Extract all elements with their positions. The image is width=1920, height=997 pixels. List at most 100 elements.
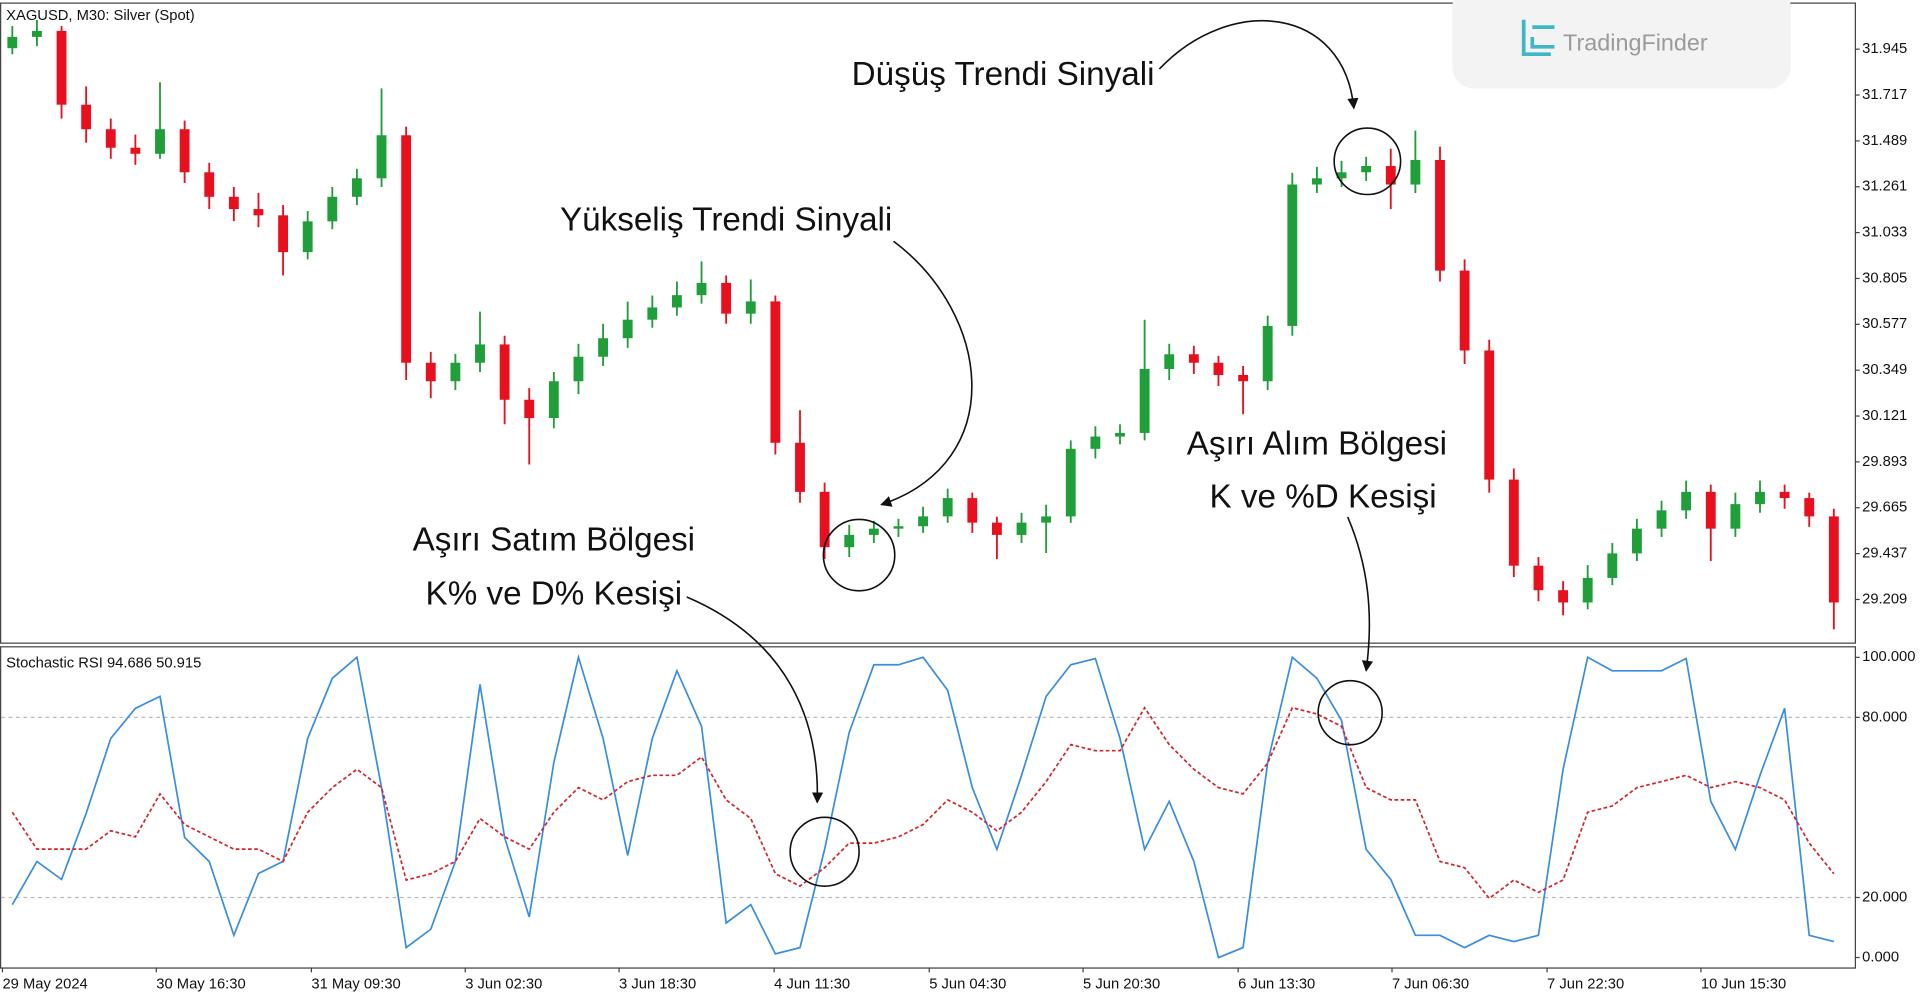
candle-body — [499, 344, 510, 400]
candle-body — [1188, 354, 1199, 363]
x-tick-label: 30 May 16:30 — [156, 977, 245, 993]
candle-body — [696, 282, 707, 296]
candle-body — [548, 381, 559, 419]
y-tick-label: 100.000 — [1862, 649, 1915, 665]
candle-body — [475, 344, 485, 363]
y-tick-label: 30.121 — [1862, 408, 1907, 424]
candle-body — [1828, 516, 1839, 603]
y-tick-label: 31.945 — [1862, 41, 1907, 57]
candle-body — [1164, 354, 1175, 369]
y-tick-label: 29.437 — [1862, 546, 1907, 562]
y-tick-label: 31.489 — [1862, 133, 1907, 149]
y-tick-label: 31.261 — [1862, 179, 1907, 195]
candle-body — [967, 498, 978, 523]
x-tick-label: 29 May 2024 — [2, 977, 87, 993]
watermark: TradingFinder — [1452, 0, 1791, 89]
x-tick-label: 3 Jun 02:30 — [465, 977, 542, 993]
candle-body — [992, 522, 1002, 535]
candle-body — [1558, 590, 1568, 603]
price-panel — [0, 2, 1856, 644]
x-tick-label: 31 May 09:30 — [311, 977, 400, 993]
annotation: K% ve D% Kesişi — [426, 576, 683, 613]
y-tick-label: 29.209 — [1862, 591, 1907, 607]
y-tick-label: 29.665 — [1862, 500, 1907, 516]
x-tick-label: 10 Jun 15:30 — [1701, 977, 1786, 993]
candle-body — [1016, 522, 1027, 535]
candle-body — [401, 135, 412, 363]
candle-body — [573, 356, 584, 382]
candle-body — [105, 129, 116, 148]
candle-body — [56, 30, 67, 105]
x-tick-label: 5 Jun 04:30 — [929, 977, 1006, 993]
candle-body — [1262, 325, 1273, 382]
candle-body — [942, 498, 953, 517]
candle-body — [1804, 498, 1815, 517]
candle-body — [1705, 491, 1716, 529]
panel-title: Stochastic RSI 94.686 50.915 — [6, 655, 201, 671]
candle-body — [1065, 448, 1076, 517]
candle-body — [795, 442, 805, 492]
candle-body — [204, 172, 215, 197]
y-tick-label: 29.893 — [1862, 454, 1907, 470]
candle-body — [228, 196, 239, 210]
x-tick-label: 5 Jun 20:30 — [1083, 977, 1160, 993]
candle-body — [1410, 160, 1421, 185]
candle-body — [130, 147, 141, 154]
candle-body — [1435, 160, 1445, 271]
candle-body — [868, 528, 879, 535]
candle-body — [1115, 432, 1125, 437]
candle-body — [1755, 491, 1765, 505]
candle-body — [1730, 504, 1741, 529]
annotation: Düşüş Trendi Sinyali — [852, 56, 1155, 93]
arrow — [1158, 20, 1359, 110]
candle-body — [1681, 491, 1692, 511]
candle-body — [376, 135, 387, 179]
annotation: Aşırı Alım Bölgesi — [1187, 425, 1447, 462]
watermark-box — [1452, 0, 1791, 89]
highlight-circle — [789, 816, 860, 887]
x-tick-label: 3 Jun 18:30 — [619, 977, 696, 993]
oscillator-panel — [0, 646, 1856, 969]
candle-body — [253, 209, 264, 216]
candle-body — [1607, 553, 1618, 578]
annotation: K ve %D Kesişi — [1210, 478, 1437, 515]
candle-body — [1779, 491, 1790, 499]
candle-body — [1213, 362, 1224, 376]
highlight-circle — [1317, 679, 1383, 746]
candle-body — [327, 196, 338, 222]
highlight-circle — [1333, 127, 1402, 196]
candle-body — [524, 399, 535, 419]
candle-body — [1041, 516, 1052, 523]
candle-body — [450, 362, 461, 382]
x-tick-label: 7 Jun 22:30 — [1547, 977, 1624, 993]
candle-body — [745, 301, 756, 314]
candle-body — [1385, 166, 1396, 185]
x-tick-label: 4 Jun 11:30 — [774, 977, 850, 993]
candle-body — [721, 282, 732, 314]
candle-body — [1336, 172, 1347, 179]
candle-body — [1139, 368, 1150, 433]
x-tick-label: 6 Jun 13:30 — [1238, 977, 1315, 993]
highlight-circle — [822, 518, 896, 592]
series-line — [11, 706, 1835, 900]
candle-body — [1287, 184, 1298, 326]
candle-body — [1484, 350, 1495, 480]
candle-body — [1632, 528, 1642, 554]
series-line — [11, 653, 1835, 959]
annotation-shapes — [686, 20, 1402, 887]
candle-body — [770, 301, 781, 443]
logo-icon — [1521, 19, 1555, 57]
candle-body — [1656, 510, 1667, 529]
candle-body — [32, 30, 42, 37]
y-tick-label: 30.577 — [1862, 316, 1907, 332]
y-tick-label: 30.349 — [1862, 362, 1907, 378]
plot-layer: 31.945 31.717 31.489 31.261 31.033 30.805 30.5… — [1, 20, 1915, 993]
candle-body — [819, 491, 830, 548]
candle-body — [302, 221, 313, 253]
candle-body — [1508, 479, 1519, 566]
arrow — [1346, 516, 1374, 672]
panel-title: XAGUSD, M30: Silver (Spot) — [6, 8, 195, 24]
candle-body — [1090, 436, 1101, 449]
candle-body — [278, 215, 288, 253]
